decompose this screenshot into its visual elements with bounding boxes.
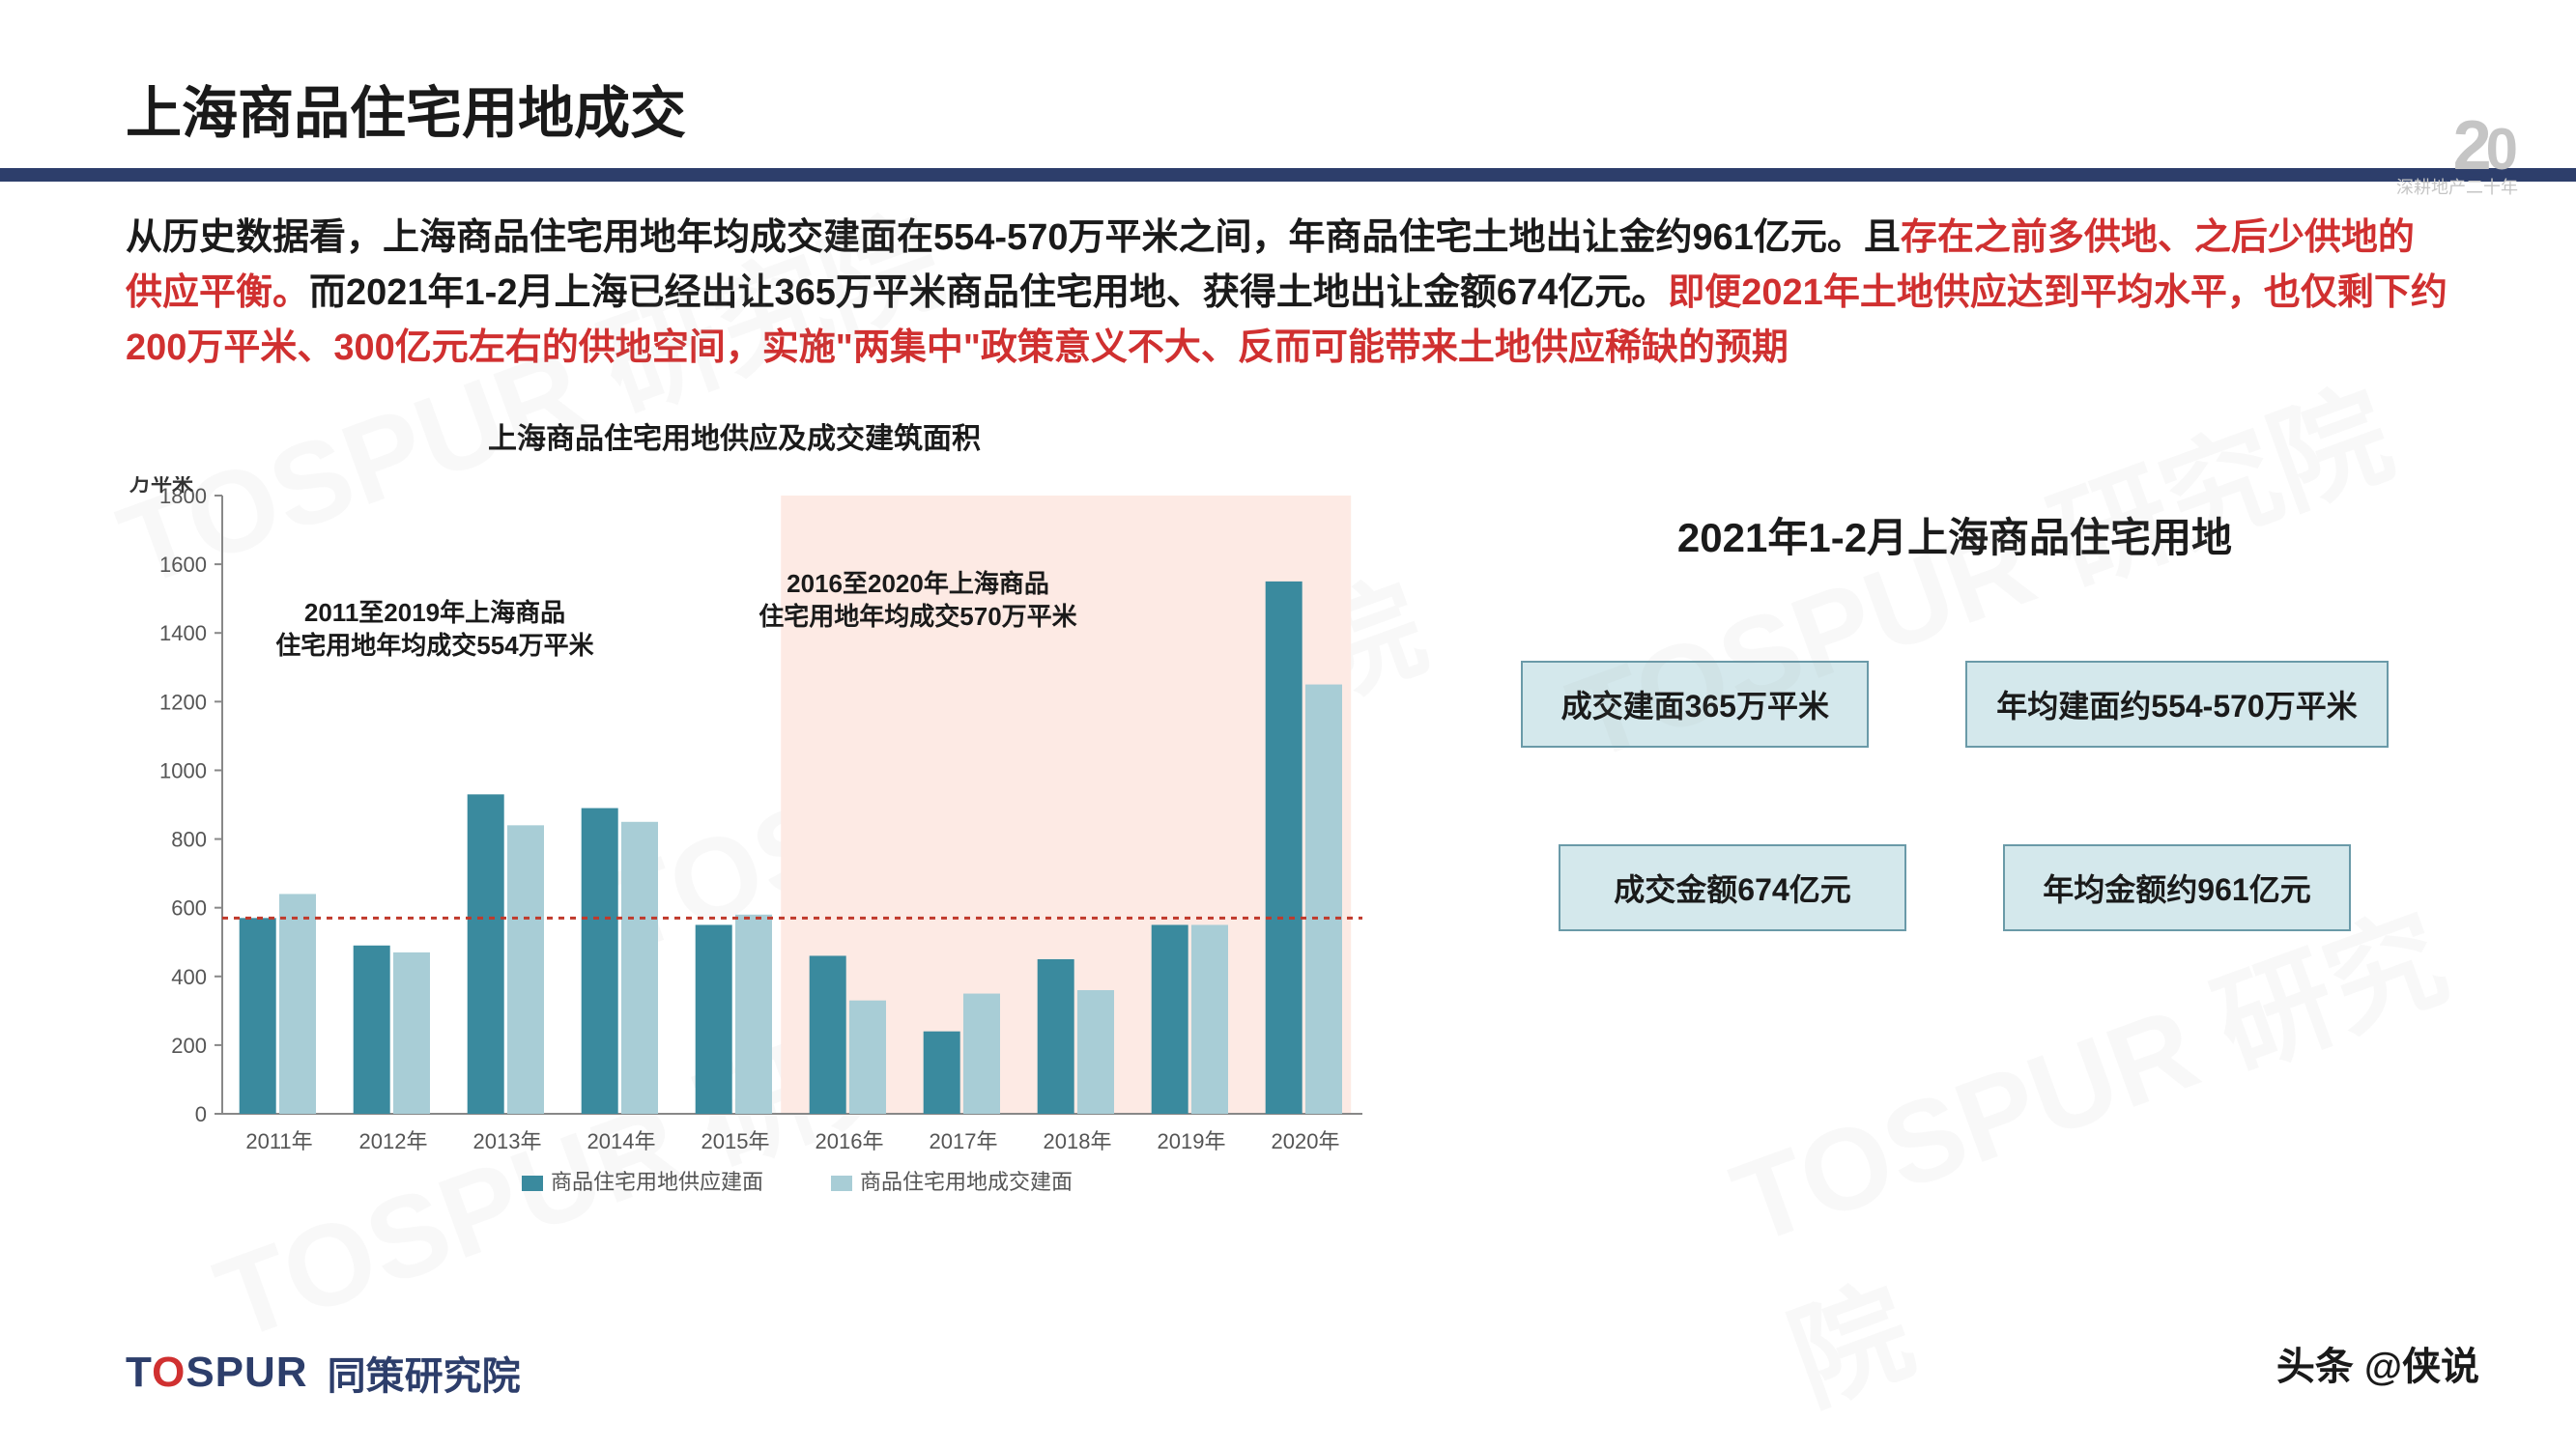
chart-title: 上海商品住宅用地供应及成交建筑面积 (126, 414, 1343, 457)
svg-text:住宅用地年均成交554万平米: 住宅用地年均成交554万平米 (275, 631, 593, 660)
svg-text:2020年: 2020年 (1272, 1129, 1340, 1153)
svg-text:2012年: 2012年 (359, 1129, 428, 1153)
svg-text:2018年: 2018年 (1044, 1129, 1112, 1153)
info-box: 成交建面365万平米 (1521, 661, 1869, 748)
info-box: 成交金额674亿元 (1559, 844, 1906, 931)
svg-text:万平米: 万平米 (129, 476, 194, 496)
svg-text:2016年: 2016年 (816, 1129, 884, 1153)
desc-part2: 而2021年1-2月上海已经出让365万平米商品住宅用地、获得土地出让金额674… (309, 272, 1668, 313)
svg-text:2017年: 2017年 (930, 1129, 998, 1153)
corner-zero: 0 (2486, 116, 2518, 183)
svg-text:2019年: 2019年 (1158, 1129, 1226, 1153)
info-box: 年均金额约961亿元 (2003, 844, 2351, 931)
watermark-text: 头条 @侠说 (2276, 1335, 2479, 1391)
footer-logo: TOSPUR (126, 1349, 308, 1397)
svg-text:2016至2020年上海商品: 2016至2020年上海商品 (787, 569, 1049, 598)
corner-subtitle: 深耕地产二十年 (2396, 174, 2518, 199)
svg-text:1200: 1200 (159, 690, 207, 714)
svg-text:住宅用地年均成交570万平米: 住宅用地年均成交570万平米 (758, 602, 1076, 631)
svg-text:800: 800 (171, 828, 207, 852)
svg-text:1000: 1000 (159, 758, 207, 782)
footer: TOSPUR 同策研究院 (126, 1345, 521, 1401)
bar-chart: 020040060080010001200140016001800万平米2011… (126, 476, 1362, 1230)
svg-text:1400: 1400 (159, 621, 207, 645)
svg-text:2015年: 2015年 (701, 1129, 770, 1153)
svg-text:2011至2019年上海商品: 2011至2019年上海商品 (304, 598, 565, 627)
title-divider (0, 168, 2576, 182)
footer-text: 同策研究院 (328, 1345, 521, 1401)
desc-part1: 从历史数据看，上海商品住宅用地年均成交建面在554-570万平米之间，年商品住宅… (126, 217, 1901, 258)
svg-text:商品住宅用地成交建面: 商品住宅用地成交建面 (860, 1170, 1073, 1194)
page-title: 上海商品住宅用地成交 (126, 68, 2450, 149)
svg-text:1600: 1600 (159, 553, 207, 577)
svg-text:600: 600 (171, 896, 207, 921)
svg-text:2014年: 2014年 (587, 1129, 656, 1153)
info-panel: 2021年1-2月上海商品住宅用地 成交建面365万平米 年均建面约554-570… (1362, 476, 2450, 1230)
info-panel-title: 2021年1-2月上海商品住宅用地 (1459, 505, 2450, 564)
svg-text:2011年: 2011年 (245, 1129, 312, 1153)
svg-text:2013年: 2013年 (473, 1129, 542, 1153)
svg-text:0: 0 (195, 1102, 207, 1126)
description-text: 从历史数据看，上海商品住宅用地年均成交建面在554-570万平米之间，年商品住宅… (126, 211, 2450, 376)
svg-text:商品住宅用地供应建面: 商品住宅用地供应建面 (551, 1170, 763, 1194)
svg-text:400: 400 (171, 965, 207, 989)
info-box: 年均建面约554-570万平米 (1965, 661, 2388, 748)
svg-text:200: 200 (171, 1034, 207, 1058)
